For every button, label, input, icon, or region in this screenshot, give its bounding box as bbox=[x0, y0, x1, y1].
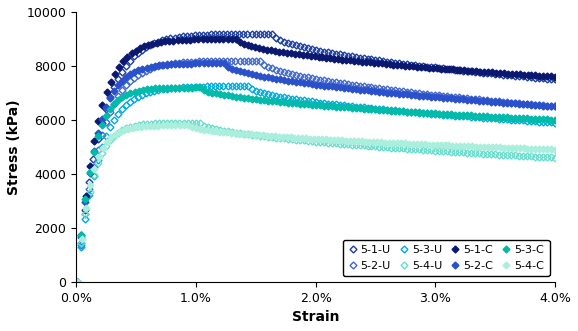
5-3-U bbox=[376, 107, 383, 111]
5-3-U bbox=[280, 95, 287, 99]
5-3-C bbox=[400, 109, 407, 113]
5-3-U bbox=[183, 85, 190, 89]
5-1-U bbox=[400, 62, 407, 66]
5-3-U bbox=[73, 280, 80, 284]
5-1-C bbox=[524, 73, 531, 77]
5-1-U bbox=[524, 75, 531, 79]
5-2-C bbox=[184, 62, 191, 66]
5-1-C bbox=[378, 62, 385, 66]
5-1-U bbox=[118, 70, 125, 73]
5-1-U bbox=[183, 34, 190, 38]
5-4-C bbox=[378, 140, 385, 144]
Line: 5-3-U: 5-3-U bbox=[73, 84, 558, 284]
5-4-U bbox=[192, 120, 199, 124]
5-4-C bbox=[524, 147, 531, 151]
Y-axis label: Stress (kPa): Stress (kPa) bbox=[7, 99, 21, 195]
5-3-C bbox=[192, 85, 199, 89]
5-1-C bbox=[284, 51, 291, 55]
5-4-C bbox=[283, 135, 290, 139]
Line: 5-2-C: 5-2-C bbox=[73, 61, 558, 284]
Line: 5-4-C: 5-4-C bbox=[73, 123, 558, 284]
Line: 5-2-U: 5-2-U bbox=[73, 58, 558, 284]
Line: 5-3-C: 5-3-C bbox=[73, 85, 558, 284]
5-2-U bbox=[252, 59, 259, 63]
5-4-U bbox=[280, 136, 287, 140]
5-3-C bbox=[184, 85, 191, 89]
5-1-U bbox=[280, 40, 287, 44]
5-2-U bbox=[118, 88, 125, 92]
Line: 5-1-U: 5-1-U bbox=[73, 31, 558, 284]
5-1-U bbox=[73, 280, 80, 284]
5-4-C bbox=[180, 123, 187, 127]
5-2-U bbox=[183, 60, 190, 64]
5-3-U bbox=[118, 107, 125, 111]
5-3-C bbox=[73, 280, 80, 284]
Legend: 5-1-U, 5-2-U, 5-3-U, 5-4-U, 5-1-C, 5-2-C, 5-3-C, 5-4-C: 5-1-U, 5-2-U, 5-3-U, 5-4-U, 5-1-C, 5-2-C… bbox=[343, 240, 550, 276]
5-3-C bbox=[524, 117, 531, 120]
5-1-U bbox=[551, 77, 558, 81]
5-4-C bbox=[73, 280, 80, 284]
5-2-C bbox=[551, 104, 558, 108]
5-1-C bbox=[551, 75, 558, 79]
5-3-C bbox=[376, 108, 383, 112]
5-3-U bbox=[400, 109, 407, 113]
5-1-C bbox=[187, 37, 194, 41]
5-2-U bbox=[551, 104, 558, 108]
5-1-U bbox=[376, 59, 383, 63]
5-4-U bbox=[400, 146, 407, 150]
5-4-U bbox=[73, 280, 80, 284]
5-4-U bbox=[119, 128, 126, 132]
5-2-C bbox=[376, 90, 383, 94]
5-1-C bbox=[228, 37, 235, 41]
5-2-C bbox=[524, 102, 531, 106]
5-3-U bbox=[551, 120, 558, 124]
5-1-U bbox=[264, 31, 271, 35]
5-2-C bbox=[216, 61, 223, 65]
5-4-C bbox=[551, 148, 558, 152]
X-axis label: Strain: Strain bbox=[292, 310, 339, 324]
5-1-C bbox=[73, 280, 80, 284]
5-4-U bbox=[376, 145, 383, 149]
5-2-C bbox=[73, 280, 80, 284]
5-3-U bbox=[240, 84, 247, 88]
5-1-C bbox=[120, 59, 127, 63]
5-4-C bbox=[121, 128, 128, 132]
5-3-C bbox=[551, 118, 558, 122]
5-4-C bbox=[402, 141, 409, 145]
5-2-U bbox=[73, 280, 80, 284]
5-3-U bbox=[524, 119, 531, 123]
5-4-U bbox=[524, 154, 531, 158]
5-2-C bbox=[400, 92, 407, 96]
5-4-C bbox=[192, 126, 199, 130]
5-2-U bbox=[524, 102, 531, 106]
5-3-C bbox=[119, 95, 126, 99]
5-2-U bbox=[400, 89, 407, 93]
5-4-U bbox=[184, 120, 191, 124]
5-1-C bbox=[402, 64, 409, 68]
5-3-C bbox=[280, 100, 287, 104]
5-2-C bbox=[280, 78, 287, 82]
5-2-C bbox=[118, 79, 125, 83]
5-4-U bbox=[551, 156, 558, 160]
Line: 5-1-C: 5-1-C bbox=[73, 36, 558, 284]
Line: 5-4-U: 5-4-U bbox=[73, 120, 558, 284]
5-2-U bbox=[376, 86, 383, 90]
5-2-U bbox=[280, 70, 287, 74]
